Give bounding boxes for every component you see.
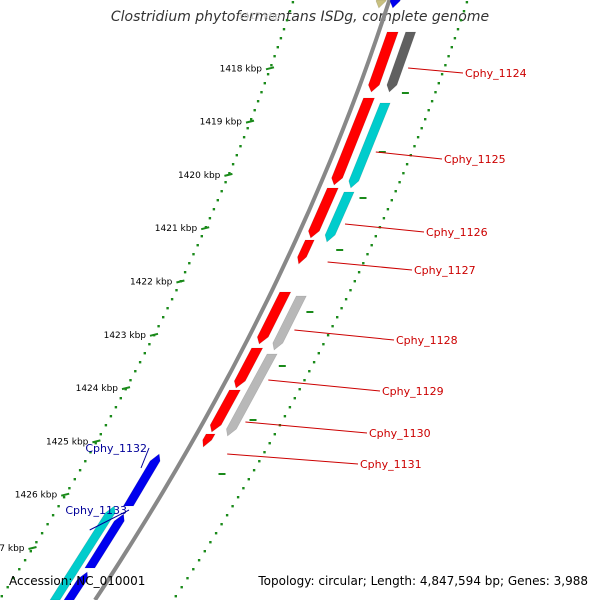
tick-label: 1421 kbp	[155, 224, 198, 234]
tick-mark	[121, 386, 131, 391]
tick-mark	[176, 279, 185, 284]
tick-mark	[224, 172, 233, 177]
gene-arrow-red	[368, 31, 399, 93]
tick-mark	[265, 66, 275, 71]
gene-arrow-red	[202, 433, 216, 448]
leader-line	[294, 329, 395, 341]
ring-layer	[0, 0, 469, 600]
tick-label: 1419 kbp	[200, 118, 243, 128]
gene-label: Cphy_1132	[85, 442, 147, 455]
tick-label: 1418 kbp	[220, 64, 263, 74]
label-layer: 1417 kbp 1418 kbp 1419 kbp 1420 kbp 1421 kbp…	[0, 12, 527, 554]
leader-line	[344, 223, 425, 233]
map-title: Clostridium phytofermentans ISDg, comple…	[110, 9, 490, 25]
tick-label: 1422 kbp	[130, 278, 173, 288]
backbone-line	[93, 0, 392, 600]
tick-mark	[149, 332, 159, 337]
leader-line	[140, 447, 150, 469]
leader-line	[408, 67, 464, 74]
leader-line	[245, 421, 368, 434]
gene-arrow-gray	[386, 31, 417, 93]
gene-arrow-red	[233, 347, 264, 389]
leader-line	[375, 151, 443, 160]
leader-line	[268, 379, 381, 392]
gene-arrow-gray	[272, 295, 307, 351]
gene-label: Cphy_1124	[465, 67, 527, 80]
gene-arrow-blue	[84, 513, 125, 569]
tick-label: 1425 kbp	[46, 437, 89, 447]
topology-text: Topology: circular; Length: 4,847,594 bp…	[258, 574, 588, 588]
leader-line	[327, 261, 413, 271]
leader-line	[89, 509, 130, 531]
gene-label: Cphy_1128	[396, 334, 458, 347]
gene-layer	[49, 0, 417, 600]
gene-label: Cphy_1131	[360, 458, 422, 471]
tick-label: 1417 kbp	[238, 12, 281, 22]
gene-arrow-red	[331, 97, 375, 186]
gene-arrow-blue	[389, 0, 401, 9]
gene-arrow-red	[256, 291, 292, 345]
tick-mark	[200, 226, 210, 231]
tick-mark	[28, 546, 37, 550]
gene-arrow-cyan	[348, 102, 391, 189]
tick-mark	[92, 439, 101, 444]
gene-arrow-blue	[122, 453, 161, 507]
tick-label: 1426 kbp	[15, 491, 58, 501]
tick-label: 1423 kbp	[104, 331, 147, 341]
gene-arrow-cyan	[324, 191, 355, 243]
gene-arrow-red	[297, 239, 315, 265]
gene-arrow-red	[209, 389, 241, 433]
tick-label: 1427 kbp	[0, 544, 25, 554]
gene-label: Cphy_1133	[65, 504, 127, 517]
gene-label: Cphy_1129	[382, 385, 444, 398]
gene-label: Cphy_1125	[444, 153, 506, 166]
leader-line	[227, 453, 359, 465]
accession-text: Accession: NC_010001	[9, 574, 146, 588]
inner-dotted-ring	[174, 1, 469, 598]
gene-arrow-cyan	[49, 505, 116, 600]
gene-arrow-red	[308, 187, 339, 239]
gene-arrow-olive	[375, 0, 387, 9]
tick-mark	[245, 119, 255, 124]
tick-label: 1420 kbp	[178, 171, 221, 181]
gene-label: Cphy_1126	[426, 226, 488, 239]
outer-dotted-ring	[0, 1, 295, 598]
gene-label: Cphy_1130	[369, 427, 431, 440]
gene-arrow-gray	[226, 353, 278, 437]
gene-label: Cphy_1127	[414, 264, 476, 277]
tick-label: 1424 kbp	[76, 384, 119, 394]
tick-mark	[60, 492, 70, 497]
gene-arrow-blue	[63, 571, 89, 600]
